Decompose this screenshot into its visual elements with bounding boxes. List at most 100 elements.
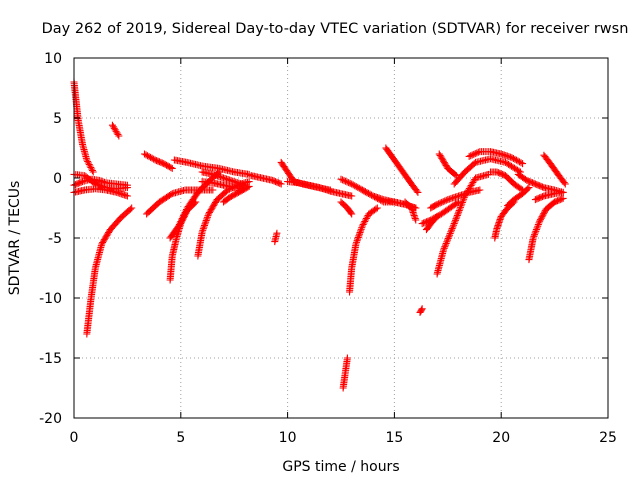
data-point	[115, 132, 123, 140]
data-point	[182, 207, 190, 215]
data-point	[123, 184, 131, 192]
data-point	[467, 182, 475, 189]
series-prn-am	[525, 194, 567, 264]
data-point	[515, 167, 523, 175]
data-point	[457, 202, 465, 210]
x-tick-label: 20	[492, 430, 510, 446]
data-point	[538, 213, 546, 221]
data-point	[85, 161, 93, 168]
data-point	[509, 154, 517, 162]
data-point	[470, 177, 478, 185]
data-point	[412, 216, 420, 224]
series-prn-i	[170, 156, 253, 178]
data-point	[180, 210, 188, 218]
data-point	[202, 218, 210, 226]
data-point	[364, 189, 372, 197]
series-prn-ai	[487, 168, 527, 194]
data-point	[433, 200, 441, 208]
data-point	[449, 223, 457, 231]
series-prn-z	[401, 198, 420, 224]
data-point	[353, 238, 361, 246]
data-point	[88, 167, 96, 174]
data-point	[175, 222, 183, 230]
data-point	[347, 209, 355, 217]
data-point	[536, 217, 544, 225]
chart-title: Day 262 of 2019, Sidereal Day-to-day VTE…	[42, 21, 629, 37]
data-point	[435, 200, 443, 208]
data-point	[276, 179, 284, 187]
data-point	[468, 180, 476, 188]
data-point	[140, 150, 148, 158]
data-point	[358, 222, 366, 230]
data-point	[201, 220, 209, 228]
data-point	[355, 232, 363, 240]
data-point	[83, 156, 91, 164]
y-tick-label: -10	[39, 291, 62, 307]
data-point	[202, 217, 210, 225]
data-point	[177, 218, 185, 225]
data-point	[363, 213, 371, 221]
data-point	[179, 213, 187, 221]
data-point	[532, 227, 540, 235]
y-tick-label: 10	[44, 51, 62, 67]
data-point	[531, 231, 539, 239]
data-point	[540, 208, 548, 216]
data-point	[355, 230, 363, 238]
data-point	[441, 243, 449, 251]
data-point	[204, 212, 212, 220]
data-point	[464, 188, 472, 195]
data-point	[144, 152, 152, 160]
series-prn-ao	[540, 151, 569, 188]
data-point	[369, 192, 377, 200]
data-point	[436, 199, 444, 207]
data-point	[352, 240, 360, 248]
data-point	[532, 226, 540, 234]
data-point	[458, 200, 466, 208]
data-point	[461, 192, 469, 200]
data-point	[455, 207, 463, 215]
data-point	[277, 180, 285, 188]
data-point	[508, 154, 516, 162]
data-point	[148, 154, 156, 162]
data-point	[378, 197, 386, 205]
series-prn-y	[382, 144, 422, 196]
data-point	[456, 205, 464, 213]
data-point	[361, 188, 369, 196]
data-point	[433, 212, 441, 220]
data-point	[540, 210, 548, 218]
data-point	[87, 164, 95, 171]
data-point	[530, 232, 538, 240]
data-point	[453, 213, 461, 221]
data-point	[339, 176, 347, 184]
data-point	[203, 213, 211, 221]
data-point	[444, 234, 452, 242]
data-point	[355, 184, 363, 192]
data-point	[363, 189, 371, 197]
data-point	[357, 227, 365, 235]
data-point	[354, 183, 362, 191]
y-tick-label: -5	[48, 231, 62, 247]
data-point	[439, 198, 447, 206]
x-tick-label: 10	[279, 430, 297, 446]
data-point	[360, 219, 368, 227]
data-point	[445, 233, 453, 241]
data-point	[535, 219, 543, 227]
data-point	[342, 177, 350, 185]
data-point	[464, 186, 472, 194]
data-point	[357, 185, 365, 193]
data-point	[470, 160, 478, 168]
data-point	[375, 195, 383, 203]
data-point	[537, 214, 545, 222]
data-point	[353, 237, 361, 245]
y-tick-label: 0	[53, 171, 62, 187]
data-point	[366, 190, 374, 198]
series-prn-g	[140, 150, 176, 172]
data-point	[476, 186, 484, 194]
data-point	[458, 198, 466, 206]
data-point	[358, 224, 366, 232]
data-point	[455, 208, 463, 216]
data-point	[473, 149, 481, 157]
data-point	[511, 155, 519, 163]
series-prn-ak	[504, 184, 533, 210]
